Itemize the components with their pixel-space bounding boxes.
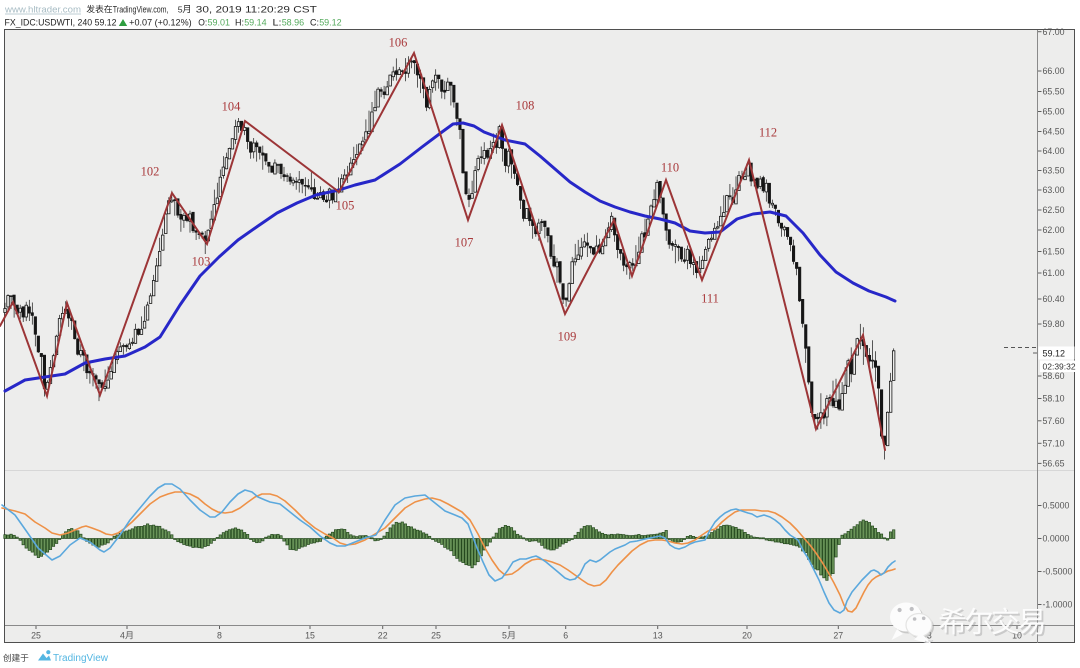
svg-text:5: 5 [178, 4, 183, 14]
svg-text:112: 112 [759, 126, 777, 140]
svg-text:61.00: 61.00 [1043, 268, 1065, 278]
svg-text:59.14: 59.14 [244, 17, 267, 27]
svg-text:22: 22 [378, 631, 388, 641]
svg-text:0.5000: 0.5000 [1043, 501, 1070, 511]
svg-text:13: 13 [653, 631, 663, 641]
svg-text:104: 104 [222, 100, 242, 114]
svg-text:110: 110 [661, 161, 679, 175]
svg-text:FX_IDC:USDWTI, 240 59.12: FX_IDC:USDWTI, 240 59.12 [5, 17, 117, 27]
svg-text:6: 6 [563, 631, 568, 641]
svg-text:103: 103 [192, 255, 211, 269]
svg-text:65.00: 65.00 [1043, 107, 1065, 117]
svg-text:+0.07 (+0.12%): +0.07 (+0.12%) [129, 17, 192, 27]
svg-text:27: 27 [833, 631, 843, 641]
svg-text:65.50: 65.50 [1043, 87, 1065, 97]
svg-text:105: 105 [336, 199, 355, 213]
svg-text:5: 5 [502, 631, 507, 641]
svg-text:107: 107 [455, 236, 474, 250]
svg-text:58.96: 58.96 [282, 17, 305, 27]
svg-text:64.00: 64.00 [1043, 146, 1065, 156]
svg-text:59.01: 59.01 [208, 17, 231, 27]
svg-text:-0.5000: -0.5000 [1043, 567, 1073, 577]
svg-text:57.60: 57.60 [1043, 416, 1065, 426]
svg-text:www.hltrader.com: www.hltrader.com [4, 4, 81, 14]
svg-text:58.10: 58.10 [1043, 394, 1065, 404]
svg-text:108: 108 [516, 99, 535, 113]
svg-text:20: 20 [742, 631, 752, 641]
svg-text:02:39:32: 02:39:32 [1043, 362, 1076, 372]
svg-text:56.65: 56.65 [1043, 459, 1065, 469]
svg-text:30, 2019 11:20:29 CST: 30, 2019 11:20:29 CST [196, 4, 318, 14]
svg-text:106: 106 [389, 36, 408, 50]
svg-text:58.60: 58.60 [1043, 371, 1065, 381]
svg-text:102: 102 [141, 165, 160, 179]
svg-text:O:: O: [198, 17, 207, 27]
svg-text:109: 109 [558, 330, 577, 344]
svg-text:3: 3 [927, 631, 932, 641]
svg-text:67.00: 67.00 [1043, 27, 1065, 37]
svg-text:60.40: 60.40 [1043, 294, 1065, 304]
svg-text:63.50: 63.50 [1043, 166, 1065, 176]
svg-text:TradingView.com,: TradingView.com, [113, 4, 169, 14]
svg-text:25: 25 [431, 631, 441, 641]
svg-text:10: 10 [1012, 631, 1022, 641]
svg-text:62.00: 62.00 [1043, 225, 1065, 235]
svg-text:-1.0000: -1.0000 [1043, 600, 1073, 610]
svg-text:57.10: 57.10 [1043, 439, 1065, 449]
svg-text:59.12: 59.12 [319, 17, 342, 27]
svg-text:111: 111 [701, 292, 719, 306]
svg-text:61.50: 61.50 [1043, 247, 1065, 257]
svg-text:0.0000: 0.0000 [1043, 534, 1070, 544]
svg-text:59.80: 59.80 [1043, 319, 1065, 329]
svg-text:66.00: 66.00 [1043, 66, 1065, 76]
svg-text:H:: H: [235, 17, 244, 27]
svg-text:64.50: 64.50 [1043, 127, 1065, 137]
svg-text:TradingView: TradingView [53, 653, 109, 664]
svg-text:59.12: 59.12 [1043, 349, 1066, 359]
svg-text:L:: L: [273, 17, 282, 27]
svg-text:62.50: 62.50 [1043, 205, 1065, 215]
svg-text:25: 25 [31, 631, 41, 641]
svg-text:C:: C: [310, 17, 319, 27]
svg-text:63.00: 63.00 [1043, 185, 1065, 195]
svg-text:4: 4 [120, 631, 125, 641]
svg-text:8: 8 [217, 631, 222, 641]
svg-text:15: 15 [305, 631, 315, 641]
